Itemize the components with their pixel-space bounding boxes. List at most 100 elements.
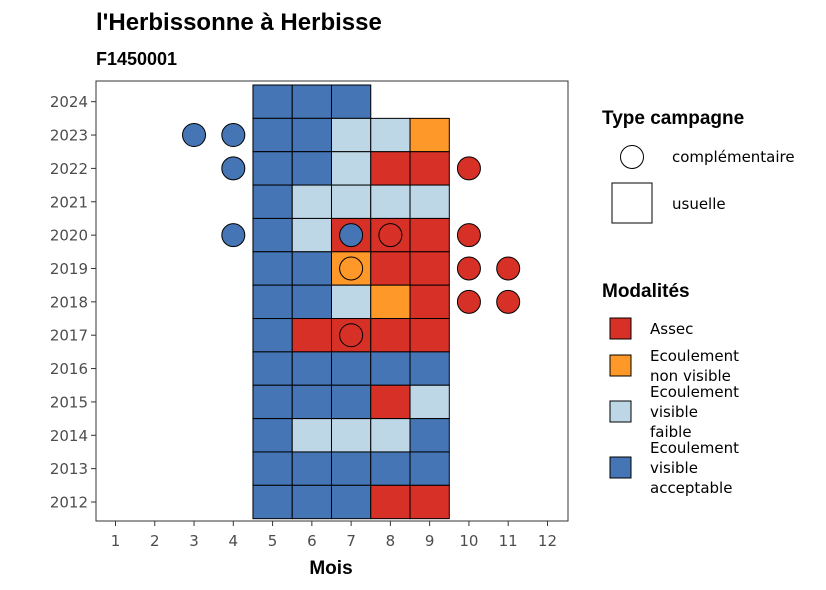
tile-2015-8 xyxy=(370,384,411,420)
point-2019-11 xyxy=(496,256,521,281)
tile-2020-5 xyxy=(252,217,293,253)
y-tick-label-2017: 2017 xyxy=(50,327,88,345)
tile-2022-9 xyxy=(409,151,450,186)
x-tick-label-9: 9 xyxy=(425,532,435,550)
y-tick-label-2016: 2016 xyxy=(50,360,88,378)
tile-2022-5 xyxy=(252,151,293,186)
legend-label-assec: Assec xyxy=(650,320,693,338)
x-tick-label-11: 11 xyxy=(499,532,518,550)
y-tick-label-2020: 2020 xyxy=(50,227,88,245)
tile-2012-6 xyxy=(291,484,332,520)
tile-2021-6 xyxy=(291,184,332,219)
tile-2017-9 xyxy=(409,318,450,353)
tile-2012-9 xyxy=(409,484,450,520)
tile-2022-7 xyxy=(330,151,372,186)
tile-2023-8 xyxy=(370,117,411,153)
tile-2017-6 xyxy=(291,318,332,353)
x-tick-label-7: 7 xyxy=(346,532,356,550)
tile-2019-6 xyxy=(291,251,332,286)
tile-2013-9 xyxy=(409,451,450,486)
tile-2014-6 xyxy=(291,418,332,453)
tile-2015-9 xyxy=(409,384,450,420)
tile-2022-8 xyxy=(370,151,411,186)
x-tick-label-3: 3 xyxy=(189,532,199,550)
tile-2017-8 xyxy=(370,318,411,353)
plot-panel xyxy=(95,80,569,522)
y-tick-label-2019: 2019 xyxy=(50,260,88,278)
x-tick-label-4: 4 xyxy=(229,532,239,550)
chart-subtitle: F1450001 xyxy=(96,49,177,69)
tile-2014-5 xyxy=(252,418,293,453)
legend-label-usuelle: usuelle xyxy=(672,195,726,213)
y-tick-label-2014: 2014 xyxy=(50,427,88,445)
tile-2013-5 xyxy=(252,451,293,486)
tile-2024-7 xyxy=(330,84,372,119)
tile-2014-8 xyxy=(370,418,411,453)
y-tick-label-2021: 2021 xyxy=(50,193,88,211)
chart-title: l'Herbissonne à Herbisse xyxy=(96,9,382,36)
point-2017-7 xyxy=(339,323,364,348)
tile-2021-9 xyxy=(409,184,450,219)
tile-2016-5 xyxy=(252,351,293,386)
tile-2018-7 xyxy=(330,284,372,320)
tile-2024-6 xyxy=(291,84,332,119)
tile-2021-5 xyxy=(252,184,293,219)
tile-2014-9 xyxy=(409,418,450,453)
tile-2020-6 xyxy=(291,217,332,253)
point-2023-4 xyxy=(221,123,246,148)
tile-2023-5 xyxy=(252,117,293,153)
tile-2024-5 xyxy=(252,84,293,119)
tile-2016-8 xyxy=(370,351,411,386)
x-axis-title: Mois xyxy=(309,558,352,579)
complementary-points xyxy=(182,123,521,348)
y-tick-label-2012: 2012 xyxy=(50,494,88,512)
tile-2018-9 xyxy=(409,284,450,320)
tile-2015-6 xyxy=(291,384,332,420)
point-2019-10 xyxy=(456,256,481,281)
tile-2020-9 xyxy=(409,217,450,253)
tile-2013-6 xyxy=(291,451,332,486)
legend-key-acceptable xyxy=(609,456,632,479)
tile-2019-5 xyxy=(252,251,293,286)
legend-key-usuelle xyxy=(611,182,653,224)
tile-2022-6 xyxy=(291,151,332,186)
legend-label-faible: Ecoulement visible faible xyxy=(650,383,739,441)
y-tick-label-2013: 2013 xyxy=(50,460,88,478)
legend-title-modalites: Modalités xyxy=(602,281,690,302)
point-2022-10 xyxy=(456,156,481,181)
y-tick-label-2018: 2018 xyxy=(50,293,88,311)
tile-2018-5 xyxy=(252,284,293,320)
point-2022-4 xyxy=(221,156,246,181)
tile-2019-8 xyxy=(370,251,411,286)
point-2020-4 xyxy=(221,223,246,248)
legend-key-nonvisible xyxy=(609,354,632,377)
y-tick-label-2022: 2022 xyxy=(50,160,88,178)
y-tick-label-2015: 2015 xyxy=(50,393,88,411)
x-tick-label-6: 6 xyxy=(307,532,317,550)
tile-2012-7 xyxy=(330,484,372,520)
tile-2023-9 xyxy=(409,117,450,153)
tile-2016-9 xyxy=(409,351,450,386)
x-tick-label-2: 2 xyxy=(150,532,160,550)
point-2020-7 xyxy=(339,223,364,248)
legend-key-assec xyxy=(609,317,632,340)
tile-2014-7 xyxy=(330,418,372,453)
x-tick-label-12: 12 xyxy=(538,532,557,550)
tile-2023-6 xyxy=(291,117,332,153)
legend-label-complementaire: complémentaire xyxy=(672,148,795,166)
tile-2017-5 xyxy=(252,318,293,353)
point-2019-7 xyxy=(339,256,364,281)
tile-2018-8 xyxy=(370,284,411,320)
y-tick-label-2024: 2024 xyxy=(50,93,88,111)
tile-2012-5 xyxy=(252,484,293,520)
point-2018-11 xyxy=(496,289,521,314)
legend-key-complementaire xyxy=(620,145,644,169)
y-axis: 2012 2013 2014 2015 2016 2017 2018 2019 2020 2021… xyxy=(50,93,96,512)
legend-label-nonvisible: Ecoulement non visible xyxy=(650,347,739,385)
legend-label-acceptable: Ecoulement visible acceptable xyxy=(650,439,739,497)
tile-2023-7 xyxy=(330,117,372,153)
x-tick-label-10: 10 xyxy=(459,532,478,550)
tile-2013-7 xyxy=(330,451,372,486)
tile-2016-6 xyxy=(291,351,332,386)
